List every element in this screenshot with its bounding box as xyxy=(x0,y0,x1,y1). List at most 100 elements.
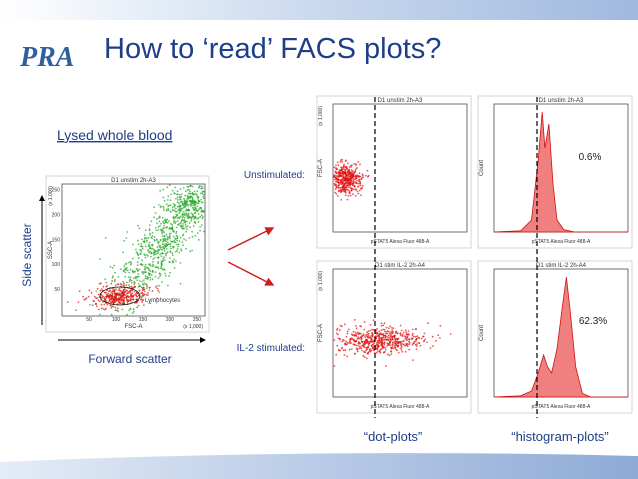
event-dot xyxy=(342,173,345,176)
event-dot xyxy=(126,295,129,297)
event-dot xyxy=(400,349,403,351)
event-dot xyxy=(337,181,340,184)
event-dot xyxy=(363,342,366,345)
event-dot xyxy=(404,344,407,347)
event-dot xyxy=(393,337,396,339)
axis-label: Count xyxy=(479,325,485,341)
axis-caption: Side scatter xyxy=(20,223,34,286)
plot-title: D1 unstim 2h-A3 xyxy=(378,98,423,104)
event-dot xyxy=(168,184,171,187)
event-dot xyxy=(359,342,361,345)
event-dot xyxy=(161,216,164,219)
event-dot xyxy=(354,170,357,172)
event-dot xyxy=(137,239,139,242)
event-dot xyxy=(114,279,116,281)
event-dot xyxy=(166,221,169,224)
event-dot xyxy=(376,339,379,342)
event-dot xyxy=(182,219,185,222)
event-dot xyxy=(359,347,362,349)
event-dot xyxy=(354,325,357,327)
event-dot xyxy=(181,216,184,219)
event-dot xyxy=(183,216,186,219)
event-dot xyxy=(137,243,140,246)
logo: PRA xyxy=(19,42,74,73)
event-dot xyxy=(124,275,127,278)
event-dot xyxy=(144,270,147,273)
event-dot xyxy=(412,342,415,345)
event-dot xyxy=(185,226,187,228)
event-dot xyxy=(90,291,93,294)
event-dot xyxy=(162,196,165,199)
event-dot xyxy=(147,267,150,269)
event-dot xyxy=(182,187,185,189)
event-dot xyxy=(359,332,362,335)
event-dot xyxy=(111,295,114,298)
event-dot xyxy=(141,291,144,294)
event-dot xyxy=(168,261,171,263)
event-dot xyxy=(392,347,395,350)
event-dot xyxy=(366,333,369,336)
event-dot xyxy=(349,338,352,341)
event-dot xyxy=(408,339,411,341)
event-dot xyxy=(201,192,204,195)
event-dot xyxy=(200,224,203,226)
event-dot xyxy=(350,180,353,182)
event-dot xyxy=(180,207,183,210)
event-dot xyxy=(150,251,153,254)
event-dot xyxy=(133,270,136,273)
event-dot xyxy=(357,180,360,182)
event-dot xyxy=(136,279,139,282)
event-dot xyxy=(365,346,368,349)
event-dot xyxy=(335,177,338,180)
event-dot xyxy=(338,189,340,192)
event-dot xyxy=(336,185,338,188)
event-dot xyxy=(173,209,176,212)
event-dot xyxy=(196,210,199,213)
event-dot xyxy=(383,342,386,344)
event-dot xyxy=(171,254,174,257)
bottom-band xyxy=(0,453,638,479)
event-dot xyxy=(200,209,203,212)
event-dot xyxy=(153,248,155,251)
event-dot xyxy=(173,239,176,242)
event-dot xyxy=(343,182,345,185)
event-dot xyxy=(98,308,100,311)
event-dot xyxy=(168,220,170,223)
event-dot xyxy=(344,194,347,197)
event-dot xyxy=(350,342,352,345)
plot-title: D1 unstim 2h-A3 xyxy=(539,98,584,104)
event-dot xyxy=(383,322,386,325)
event-dot xyxy=(404,350,407,353)
event-dot xyxy=(122,298,125,301)
event-dot xyxy=(148,286,151,289)
event-dot xyxy=(128,286,131,288)
event-dot xyxy=(149,273,152,275)
event-dot xyxy=(162,230,165,233)
event-dot xyxy=(184,190,187,193)
event-dot xyxy=(140,249,142,251)
event-dot xyxy=(387,334,390,337)
event-dot xyxy=(385,326,388,329)
event-dot xyxy=(127,284,130,286)
event-dot xyxy=(200,210,203,213)
event-dot xyxy=(378,330,381,333)
event-dot xyxy=(201,201,203,204)
event-dot xyxy=(352,193,354,196)
event-dot xyxy=(156,246,159,249)
event-dot xyxy=(186,200,188,203)
event-dot xyxy=(362,334,364,337)
footer-caption: “histogram-plots” xyxy=(511,429,609,444)
event-dot xyxy=(337,186,340,189)
event-dot xyxy=(395,332,397,334)
event-dot xyxy=(345,159,347,162)
event-dot xyxy=(123,239,126,242)
event-dot xyxy=(363,321,366,323)
event-dot xyxy=(178,193,181,196)
event-dot xyxy=(179,198,182,201)
scale-note: (x 1,000) xyxy=(318,271,324,291)
event-dot xyxy=(190,220,193,222)
event-dot xyxy=(346,198,349,201)
event-dot xyxy=(386,336,388,338)
event-dot xyxy=(132,308,135,311)
event-dot xyxy=(190,212,193,215)
